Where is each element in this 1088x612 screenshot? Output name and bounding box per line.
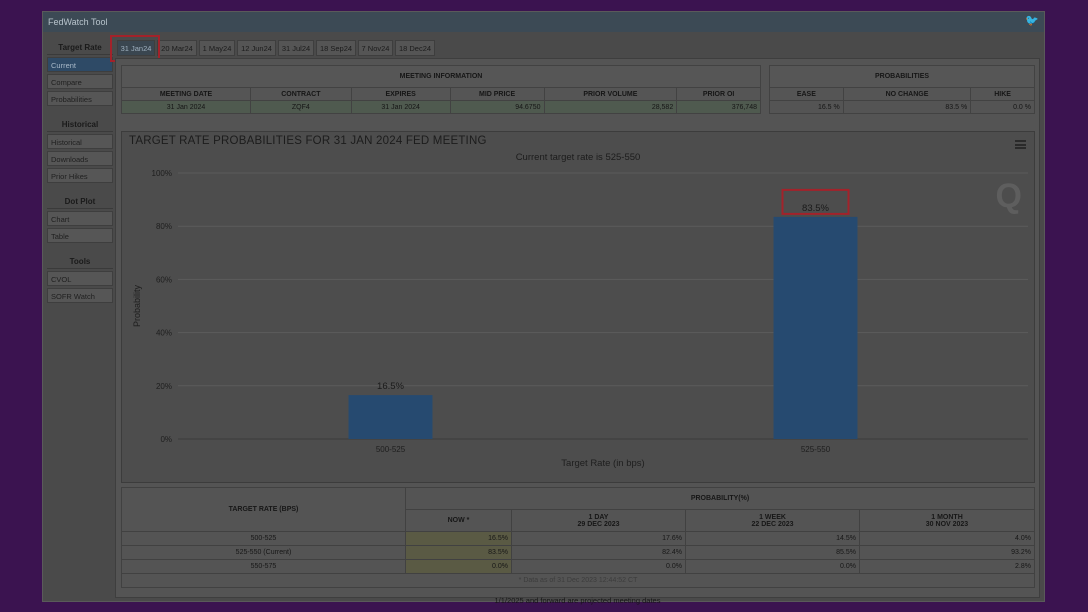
chart-title: TARGET RATE PROBABILITIES FOR 31 JAN 202…: [129, 135, 487, 147]
tab-20-mar24[interactable]: 20 Mar24: [157, 40, 197, 56]
y-tick-label: 80%: [156, 222, 172, 231]
y-axis-title: Probability: [132, 284, 142, 327]
day-cell: 0.0%: [511, 559, 686, 574]
probabilities-heading: PROBABILITIES: [769, 65, 1035, 88]
prior-oi-value: 376,748: [676, 100, 761, 114]
month-cell: 4.0%: [859, 531, 1035, 546]
meeting-date-value: 31 Jan 2024: [120, 100, 252, 114]
week-cell: 85.5%: [685, 545, 860, 560]
y-tick-label: 0%: [160, 435, 172, 444]
y-tick-label: 40%: [156, 329, 172, 338]
day-cell: 82.4%: [511, 545, 686, 560]
sidebar-section-dot-plot: Dot Plot: [47, 194, 113, 209]
x-tick-label: 525-550: [801, 445, 831, 454]
day-cell: 17.6%: [511, 531, 686, 546]
prior-volume-value: 28,582: [543, 100, 678, 114]
col-now: NOW *: [405, 509, 512, 532]
sidebar-item-chart[interactable]: Chart: [47, 211, 113, 226]
y-tick-label: 60%: [156, 275, 172, 284]
rate-cell: 525-550 (Current): [121, 545, 406, 560]
sidebar-item-sofr-watch[interactable]: SOFR Watch: [47, 288, 113, 303]
month-cell: 93.2%: [859, 545, 1035, 560]
table-row: 500-525 16.5% 17.6% 14.5% 4.0%: [121, 531, 1035, 546]
sidebar-item-downloads[interactable]: Downloads: [47, 151, 113, 166]
bar-500-525: [348, 395, 433, 439]
tab-7-nov24[interactable]: 7 Nov24: [358, 40, 393, 56]
sidebar-item-current[interactable]: Current: [47, 57, 113, 72]
week-cell: 0.0%: [685, 559, 860, 574]
col-prior-oi: PRIOR OI: [676, 87, 761, 101]
sidebar-item-historical[interactable]: Historical: [47, 134, 113, 149]
tab-31-jul24[interactable]: 31 Jul24: [278, 40, 314, 56]
y-tick-label: 20%: [156, 382, 172, 391]
chart-subtitle: Current target rate is 525-550: [515, 152, 641, 163]
sidebar-section-historical: Historical: [47, 117, 113, 132]
sidebar: Target Rate Current Compare Probabilitie…: [47, 38, 113, 305]
now-cell: 83.5%: [405, 545, 512, 560]
tab-18-dec24[interactable]: 18 Dec24: [395, 40, 435, 56]
month-cell: 2.8%: [859, 559, 1035, 574]
projected-dates-note: 1/1/2025 and forward are projected meeti…: [494, 596, 661, 605]
table-row: 550-575 0.0% 0.0% 0.0% 2.8%: [121, 559, 1035, 574]
col-probability-percent: PROBABILITY(%): [405, 487, 1035, 510]
title-bar: FedWatch Tool 🐦: [43, 12, 1044, 32]
col-no-change: NO CHANGE: [842, 87, 972, 101]
sidebar-item-compare[interactable]: Compare: [47, 74, 113, 89]
hamburger-menu-icon[interactable]: [1015, 140, 1026, 149]
mid-price-value: 94.6750: [449, 100, 545, 114]
col-expires: EXPIRES: [350, 87, 451, 101]
sidebar-section-target-rate: Target Rate: [47, 40, 113, 55]
now-cell: 16.5%: [405, 531, 512, 546]
sidebar-item-probabilities[interactable]: Probabilities: [47, 91, 113, 106]
data-label-highlight-box: [781, 188, 850, 215]
contract-value: ZQF4: [250, 100, 352, 114]
no-change-value: 83.5 %: [842, 100, 972, 114]
main-panel: MEETING INFORMATION MEETING DATE CONTRAC…: [115, 58, 1040, 605]
col-1-day: 1 DAY 29 DEC 2023: [511, 509, 686, 532]
col-ease: EASE: [769, 87, 844, 101]
col-prior-volume: PRIOR VOLUME: [543, 87, 678, 101]
expires-value: 31 Jan 2024: [350, 100, 451, 114]
x-axis-title: Target Rate (in bps): [561, 458, 644, 469]
ease-value: 16.5 %: [769, 100, 844, 114]
twitter-icon[interactable]: 🐦: [1025, 15, 1039, 27]
col-hike: HIKE: [970, 87, 1035, 101]
col-1-month: 1 MONTH 30 NOV 2023: [859, 509, 1035, 532]
col-1-week: 1 WEEK 22 DEC 2023: [685, 509, 860, 532]
col-target-rate-bps: TARGET RATE (BPS): [121, 487, 406, 532]
hike-value: 0.0 %: [970, 100, 1035, 114]
probability-bar-chart: 0% 20% 40% 60% 80% 100% Probability Target Rate…: [132, 169, 1028, 469]
data-label-500-525: 16.5%: [377, 381, 404, 392]
tab-18-sep24[interactable]: 18 Sep24: [316, 40, 356, 56]
col-mid-price: MID PRICE: [449, 87, 545, 101]
meeting-information-heading: MEETING INFORMATION: [121, 65, 761, 88]
tab-31-jan24[interactable]: 31 Jan24: [117, 40, 155, 56]
data-timestamp-footnote: * Data as of 31 Dec 2023 12:44:52 CT: [121, 573, 1035, 588]
sidebar-item-table[interactable]: Table: [47, 228, 113, 243]
rate-cell: 550-575: [121, 559, 406, 574]
col-meeting-date: MEETING DATE: [120, 87, 252, 101]
col-contract: CONTRACT: [250, 87, 352, 101]
tab-12-jun24[interactable]: 12 Jun24: [237, 40, 276, 56]
data-label-525-550: 83.5%: [802, 203, 829, 214]
sidebar-item-prior-hikes[interactable]: Prior Hikes: [47, 168, 113, 183]
y-tick-label: 100%: [152, 169, 172, 178]
chart-panel: TARGET RATE PROBABILITIES FOR 31 JAN 202…: [121, 131, 1035, 483]
tab-1-may24[interactable]: 1 May24: [199, 40, 235, 56]
sidebar-item-cvol[interactable]: CVOL: [47, 271, 113, 286]
sidebar-section-tools: Tools: [47, 254, 113, 269]
x-tick-label: 500-525: [376, 445, 406, 454]
probabilities-table: PROBABILITIES EASE NO CHANGE HIKE 16.5 %…: [769, 65, 1035, 114]
table-row: 525-550 (Current) 83.5% 82.4% 85.5% 93.2…: [121, 545, 1035, 560]
rate-cell: 500-525: [121, 531, 406, 546]
logo-q: Q: [995, 177, 1022, 215]
fedwatch-window: FedWatch Tool 🐦 Target Rate Current Comp…: [42, 11, 1045, 605]
bar-525-550: [773, 216, 858, 439]
target-rate-probability-table: TARGET RATE (BPS) PROBABILITY(%) NOW * 1…: [121, 487, 1035, 588]
week-cell: 14.5%: [685, 531, 860, 546]
meeting-information-table: MEETING INFORMATION MEETING DATE CONTRAC…: [120, 65, 761, 114]
now-cell: 0.0%: [405, 559, 512, 574]
app-title: FedWatch Tool: [48, 17, 108, 27]
